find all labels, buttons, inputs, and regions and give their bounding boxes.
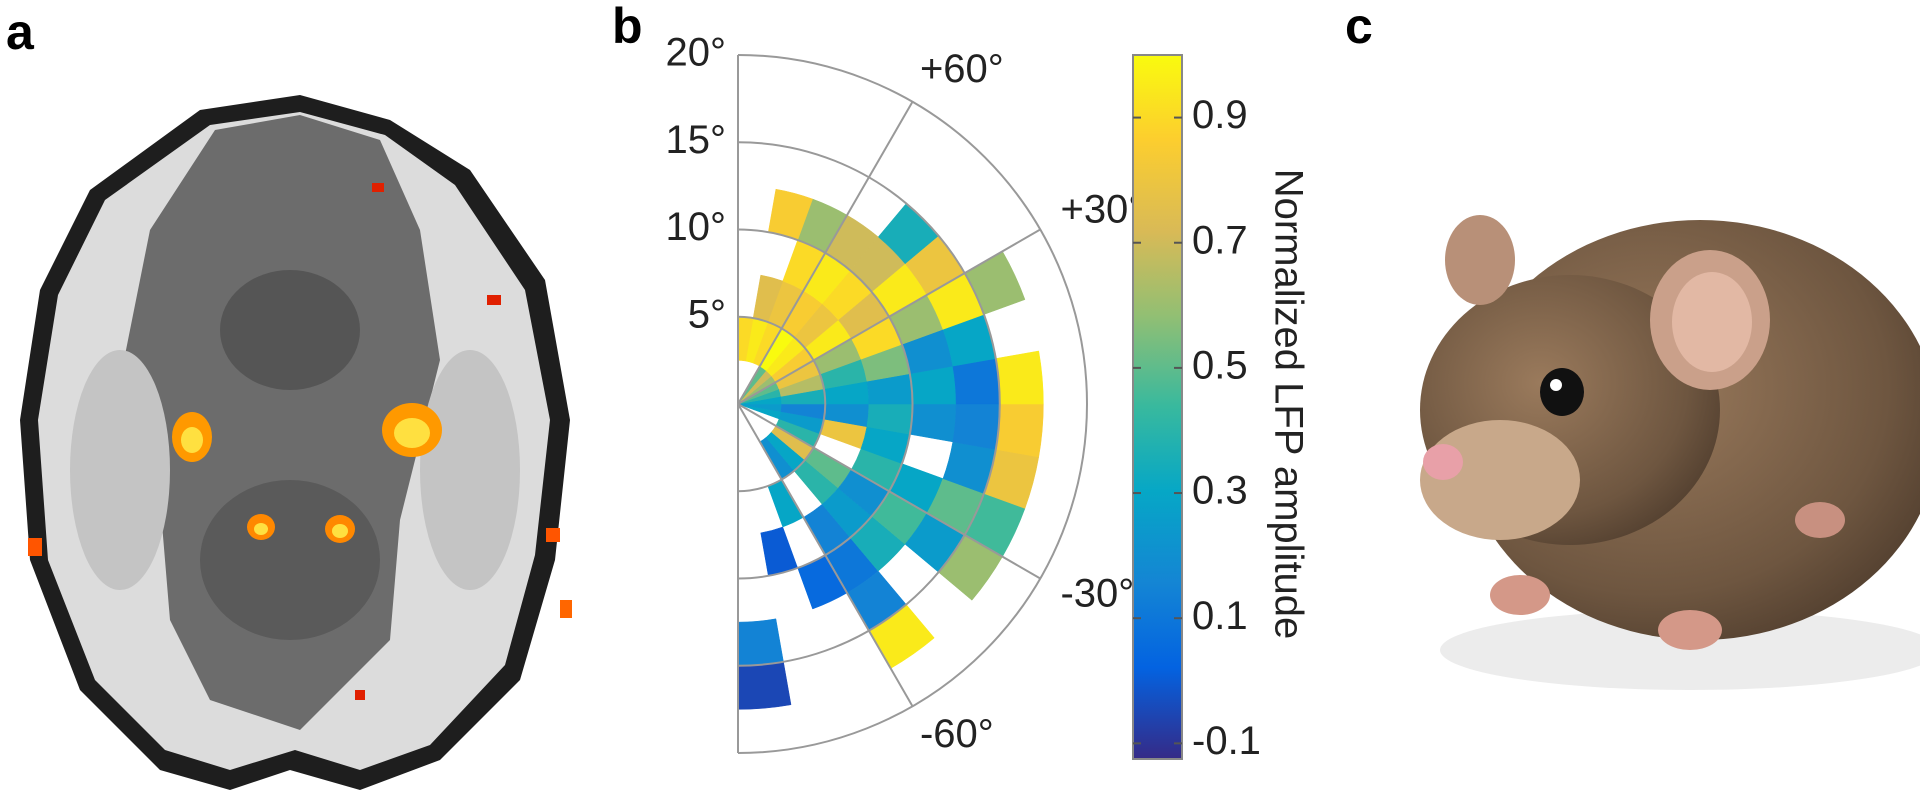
grid-arc — [737, 54, 1088, 754]
theta-tick-label: +30° — [1060, 188, 1144, 232]
grid-spoke — [737, 228, 1041, 405]
colorbar-tick-label: 0.1 — [1192, 594, 1248, 638]
heatmap-cell — [760, 526, 799, 577]
grid-arc — [737, 141, 1001, 667]
heatmap-cell — [995, 403, 1044, 458]
heatmap-cell — [909, 403, 957, 443]
colorbar-tick-label: 0.3 — [1192, 469, 1248, 513]
r-tick-label: 10° — [666, 205, 727, 249]
grid-spoke — [737, 101, 914, 405]
heatmap-cell — [952, 403, 1001, 450]
grid-spoke — [737, 403, 1041, 580]
r-tick-label: 15° — [666, 118, 727, 162]
colorbar-tick-label: 0.9 — [1192, 93, 1248, 137]
heatmap-cell — [952, 358, 1001, 405]
colorbar-tick-label: 0.7 — [1192, 218, 1248, 262]
grid-spoke — [737, 403, 914, 707]
colorbar — [1132, 54, 1183, 760]
brain-image — [20, 95, 572, 790]
colorbar-tick-label: -0.1 — [1192, 719, 1261, 763]
panel-label: c — [1345, 0, 1373, 54]
heatmap-cell — [737, 661, 792, 710]
panel-label: a — [6, 4, 35, 60]
theta-tick-label: -60° — [920, 712, 994, 756]
grid-arc — [737, 315, 827, 493]
theta-tick-label: -30° — [1060, 572, 1134, 616]
grid-arc — [737, 228, 914, 580]
colorbar-tick-label: 0.5 — [1192, 343, 1248, 387]
panel-label: b — [612, 0, 643, 54]
r-tick-label: 20° — [666, 31, 727, 75]
heatmap-cell — [995, 350, 1044, 405]
r-tick-label: 5° — [688, 292, 726, 336]
colorbar-label: Normalized LFP amplitude — [1266, 169, 1310, 640]
polar-plot: 5° 10° 15° 20° +60° +30° -30° -60° — [666, 31, 1145, 756]
heatmap-cell — [737, 618, 784, 667]
mouse-image — [1420, 215, 1920, 690]
theta-tick-label: +60° — [920, 47, 1004, 91]
